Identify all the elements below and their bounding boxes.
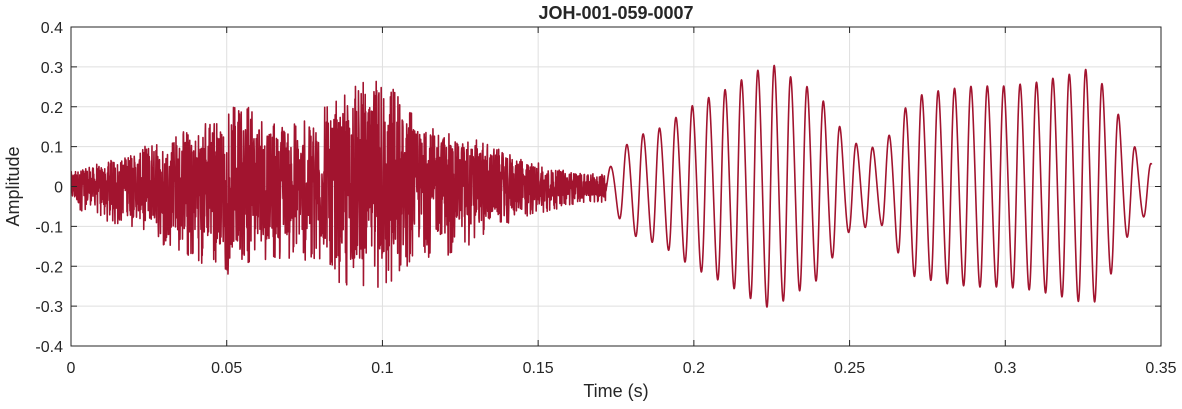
x-tick-label: 0.25 [834,360,865,377]
y-tick-label: 0.4 [41,20,63,37]
y-tick-label: -0.3 [35,299,63,316]
plot-area [71,64,1153,308]
y-tick-label: -0.4 [35,339,63,356]
y-axis-label: Amplitude [3,146,23,226]
x-tick-label: 0.05 [211,360,242,377]
x-axis-label: Time (s) [583,381,648,401]
x-tick-labels: 0 0.05 0.1 0.15 0.2 0.25 0.3 0.35 [67,360,1177,377]
x-tick-label: 0.3 [994,360,1016,377]
x-tick-label: 0.2 [683,360,705,377]
y-tick-label: -0.1 [35,219,63,236]
x-tick-label: 0.35 [1145,360,1176,377]
y-tick-label: -0.2 [35,259,63,276]
x-tick-label: 0.15 [523,360,554,377]
y-tick-label: 0.3 [41,60,63,77]
y-tick-label: 0.2 [41,100,63,117]
waveform-series-line [71,64,1153,308]
y-tick-label: 0.1 [41,140,63,157]
y-tick-label: 0 [54,180,63,197]
chart-title: JOH-001-059-0007 [538,3,693,23]
y-tick-labels: 0.4 0.3 0.2 0.1 0 -0.1 -0.2 -0.3 -0.4 [35,20,63,356]
x-tick-label: 0.1 [371,360,393,377]
x-tick-label: 0 [67,360,76,377]
tick-marks [70,26,1162,347]
